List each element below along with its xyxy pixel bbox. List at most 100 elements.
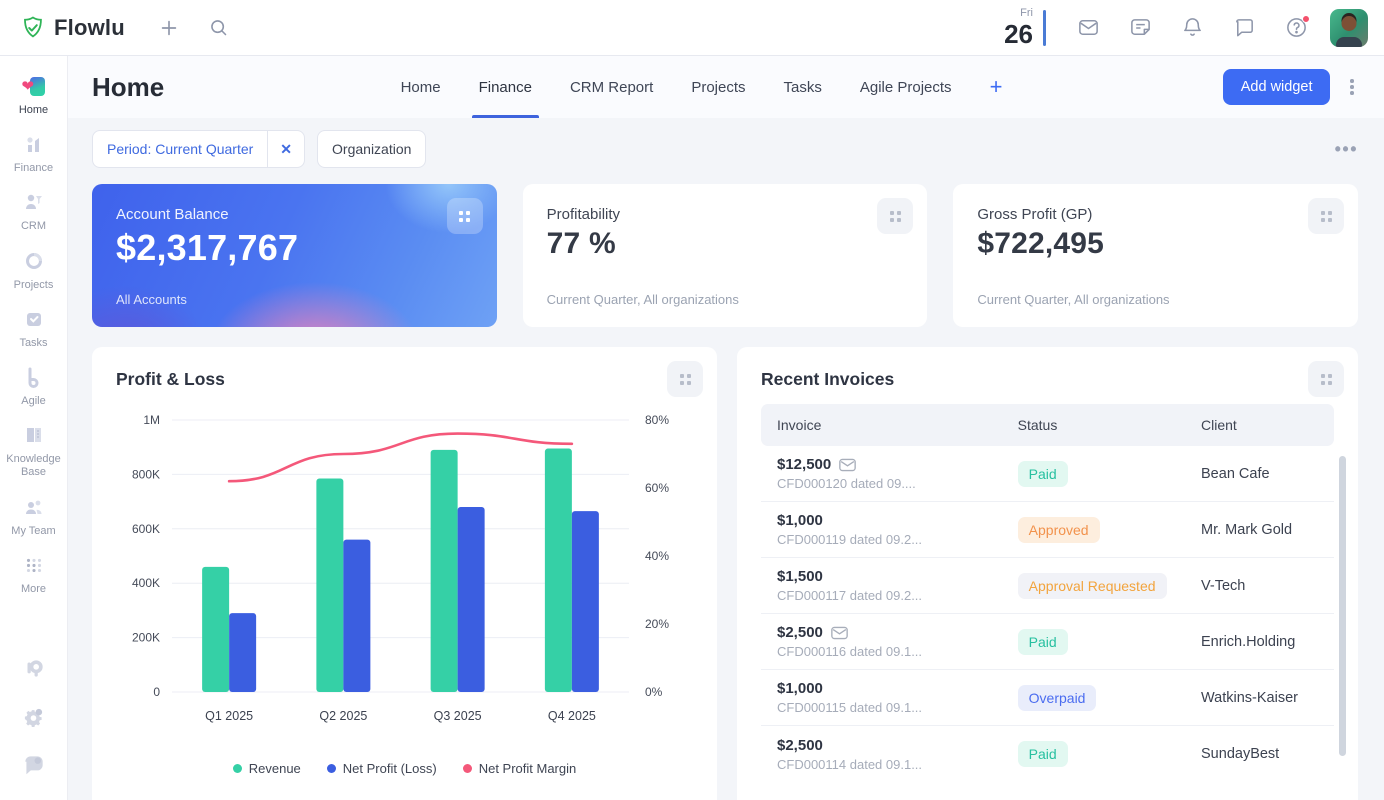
invoice-amount: $1,000 [777,512,823,529]
widget-drag-handle-icon[interactable] [446,198,483,234]
profit-loss-widget: Profit & Loss 0 200K 400K 600K 800K 1M 0% 20% 40… [92,347,717,800]
sidebar-item-finance[interactable]: Finance [2,124,65,182]
notifications-bell-icon[interactable] [1174,10,1210,46]
tab-projects[interactable]: Projects [691,78,746,96]
invoice-client[interactable]: V-Tech [1201,577,1246,594]
sidebar-item-tasks[interactable]: Tasks [2,299,65,357]
kpi-row: Account Balance $2,317,767 All Accounts … [68,180,1384,327]
remove-period-filter-icon[interactable]: ✕ [267,131,304,167]
invoice-client[interactable]: SundayBest [1201,746,1280,762]
settings-gear-icon[interactable] [21,704,47,730]
gross-profit-value: $722,495 [977,227,1105,260]
legend-dot [326,764,336,773]
legend-dot [462,764,472,773]
mail-icon[interactable] [1070,10,1106,46]
invoice-row[interactable]: $12,500 CFD000120 dated 09.... [761,446,1334,502]
tab-crm-report[interactable]: CRM Report [569,78,654,96]
calendar-date-widget[interactable]: Fri 26 [1004,8,1046,47]
account-balance-value: $2,317,767 [116,227,299,268]
column-header-status[interactable]: Status [1017,417,1058,433]
date-day: 26 [1004,19,1033,49]
legend-item[interactable]: Net Profit (Loss) [326,761,437,776]
sidebar-item-agile[interactable]: Agile [2,357,65,415]
my-team-icon [21,494,47,520]
invoices-scrollbar[interactable] [1339,456,1346,756]
quick-add-button[interactable] [151,10,187,46]
tab-home[interactable]: Home [400,78,441,96]
widget-drag-handle-icon[interactable] [877,198,914,234]
flowlu-logo[interactable]: Flowlu [20,15,125,41]
dashboard-menu-kebab-icon[interactable] [1340,73,1364,102]
gross-profit-card[interactable]: Gross Profit (GP) $722,495 Current Quart… [953,184,1359,327]
svg-text:200K: 200K [132,631,160,645]
period-filter-chip[interactable]: Period: Current Quarter ✕ [92,130,306,168]
sidebar-item-knowledge-base[interactable]: Knowledge Base [2,415,65,486]
invoice-client[interactable]: Enrich.Holding [1201,633,1296,650]
tab-finance[interactable]: Finance [460,56,551,118]
tab-tasks[interactable]: Tasks [783,78,822,96]
widget-drag-handle-icon[interactable] [1308,361,1344,397]
invoice-row[interactable]: $1,000 CFD000119 dated 09.2... [761,502,1334,558]
invoice-client[interactable]: Watkins-Kaiser [1201,689,1298,706]
profit-loss-chart: 0 200K 400K 600K 800K 1M 0% 20% 40% 60% 80% Q1 2025… [132,413,669,723]
search-icon[interactable] [201,10,237,46]
invoice-status-badge: Approval Requested [1017,572,1167,599]
flowlu-shield-icon [20,15,46,41]
sidebar-item-more[interactable]: More [2,545,65,603]
invoice-status-badge: Paid [1017,460,1068,487]
date-weekday: Fri [1020,7,1033,19]
invoice-row[interactable]: $2,500 CFD000114 dated 09.1... [761,726,1334,782]
account-balance-card[interactable]: Account Balance $2,317,767 All Accounts [92,184,497,327]
invoice-amount: $2,500 [777,736,823,754]
invoice-row[interactable]: $2,500 CFD000116 dated 09.1... [761,614,1334,670]
user-avatar[interactable] [1330,8,1368,47]
organization-filter-chip[interactable]: Organization [317,130,427,168]
brand-name: Flowlu [54,14,125,40]
help-icon[interactable] [1278,10,1314,46]
legend-item[interactable]: Revenue [232,761,301,776]
page-title: Home [92,71,165,102]
svg-text:800K: 800K [132,467,160,481]
sidebar-item-my-team[interactable]: My Team [2,487,65,545]
support-chat-icon[interactable] [21,752,47,778]
add-widget-button[interactable]: Add widget [1222,69,1331,105]
legend-dot [232,764,242,773]
invoices-table-body: $12,500 CFD000120 dated 09.... [761,446,1334,782]
add-tab-button[interactable]: + [989,74,1003,99]
svg-text:60%: 60% [645,481,669,495]
svg-text:20%: 20% [645,617,669,631]
invoice-reference: CFD000119 dated 09.2... [777,532,923,547]
column-header-invoice[interactable]: Invoice [777,417,822,433]
invoice-status-badge: Approved [1017,516,1100,543]
invoice-client[interactable]: Mr. Mark Gold [1201,521,1293,538]
product-logo-icon[interactable] [21,656,47,682]
tab-agile-projects[interactable]: Agile Projects [859,78,952,96]
svg-text:Q2 2025: Q2 2025 [319,709,367,723]
invoice-row[interactable]: $1,000 CFD000115 dated 09.1... [761,670,1334,726]
invoice-amount: $1,500 [777,568,823,585]
topbar: Flowlu Fri 26 [0,0,1384,56]
invoice-reference: CFD000117 dated 09.2... [777,588,923,603]
legend-item[interactable]: Net Profit Margin [462,761,576,776]
svg-text:Q1 2025: Q1 2025 [205,709,253,723]
widget-drag-handle-icon[interactable] [1308,198,1345,234]
invoices-table-header: Invoice Status Client [761,404,1334,446]
invoice-status-badge: Overpaid [1017,684,1097,711]
sidebar-item-projects[interactable]: Projects [2,241,65,299]
column-header-client[interactable]: Client [1201,417,1237,433]
chat-icon[interactable] [1226,10,1262,46]
profitability-card[interactable]: Profitability 77 % Current Quarter, All … [522,184,928,327]
invoice-mail-icon [839,458,857,472]
invoice-row[interactable]: $1,500 CFD000117 dated 09.2... [761,558,1334,614]
knowledge-base-icon [21,422,47,448]
widget-drag-handle-icon[interactable] [667,361,703,397]
account-balance-subtitle: All Accounts [116,292,187,307]
sidebar-item-home[interactable]: ❤ Home [2,68,65,124]
notes-icon[interactable] [1122,10,1158,46]
sidebar-item-crm[interactable]: CRM [2,182,65,240]
recent-invoices-title: Recent Invoices [761,369,895,389]
svg-text:0: 0 [153,685,160,699]
invoice-client[interactable]: Bean Cafe [1201,465,1270,482]
invoice-reference: CFD000114 dated 09.1... [777,756,923,772]
svg-text:Q3 2025: Q3 2025 [434,709,482,723]
